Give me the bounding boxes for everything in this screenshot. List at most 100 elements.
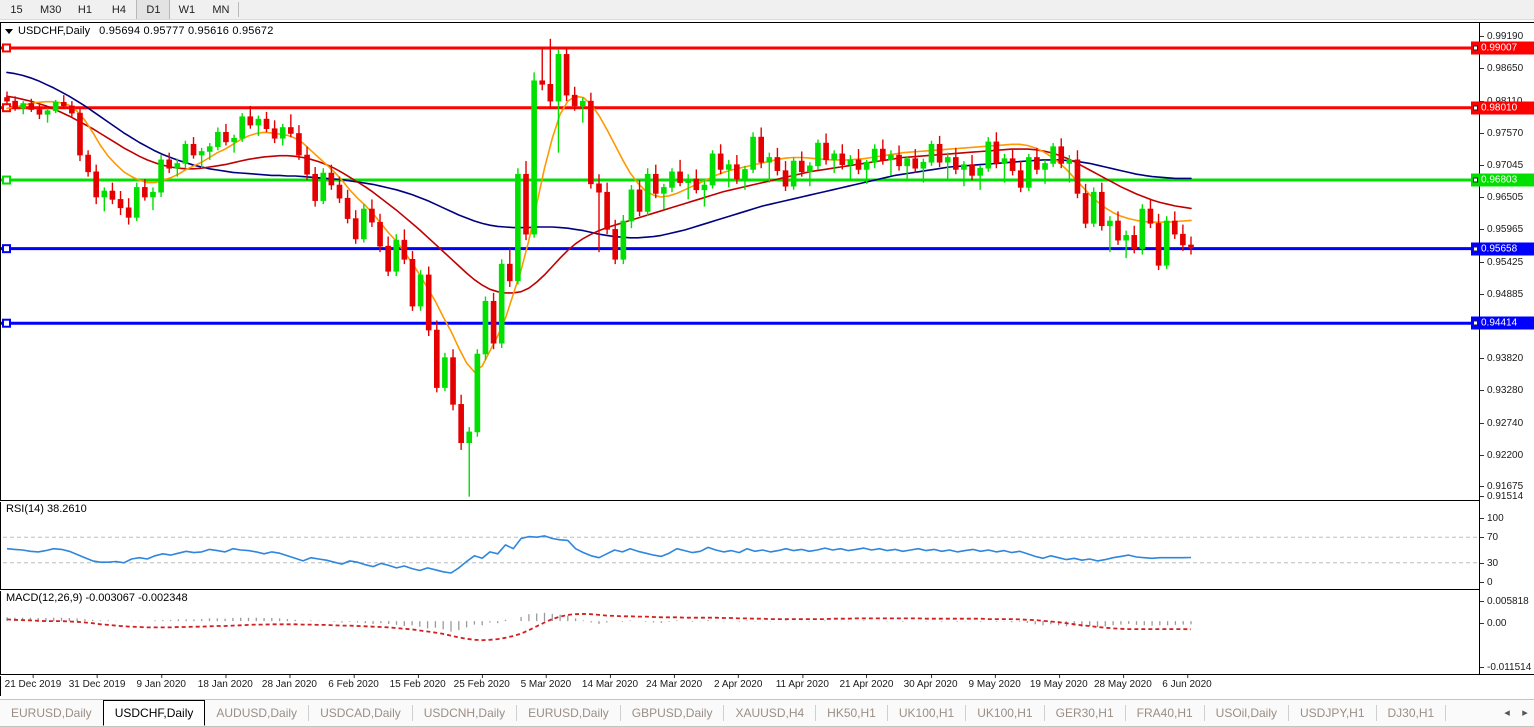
level-value-text: 0.96803: [1481, 174, 1518, 186]
timeframe-button-w1[interactable]: W1: [178, 3, 196, 16]
price-scale-axis[interactable]: 0.991900.986500.981100.975700.970450.965…: [1471, 22, 1534, 675]
symbol-tab-eurusd-daily[interactable]: EURUSD,Daily: [528, 706, 609, 720]
symbol-tab-audusd-daily[interactable]: AUDUSD,Daily: [216, 706, 298, 720]
date-tick-label: 28 May 2020: [1093, 675, 1152, 690]
tab-separator: [1445, 705, 1447, 721]
date-tick-label: 18 Jan 2020: [197, 675, 253, 690]
date-tick-label: 11 Apr 2020: [775, 675, 829, 690]
level-drag-handle[interactable]: [1473, 246, 1478, 252]
symbol-tab-usdjpy-h1[interactable]: USDJPY,H1: [1300, 706, 1365, 720]
symbol-tab-dj30-h1[interactable]: DJ30,H1: [1387, 706, 1435, 720]
price-tick-label: 0.95965: [1480, 225, 1523, 235]
date-tick-label: 30 Apr 2020: [903, 675, 958, 690]
level-value-text: 0.99007: [1481, 42, 1518, 54]
tab-separator: [411, 705, 413, 721]
date-tick-label: 6 Jun 2020: [1162, 675, 1212, 690]
level-drag-handle[interactable]: [1473, 320, 1478, 326]
price-tick-label: 0.92740: [1480, 418, 1523, 429]
symbol-tab-hk50-h1[interactable]: HK50,H1: [827, 706, 876, 720]
level-drag-handle[interactable]: [1473, 177, 1478, 183]
rsi-tick-label: 0: [1480, 578, 1493, 588]
rsi-label: RSI(14) 38.2610: [6, 503, 87, 515]
macd-label: MACD(12,26,9) -0.003067 -0.002348: [6, 592, 188, 604]
timeframe-button-d1[interactable]: D1: [136, 0, 171, 19]
rsi-indicator-pane[interactable]: RSI(14) 38.2610: [0, 502, 1479, 590]
tab-separator: [1375, 705, 1377, 721]
tab-separator: [1288, 705, 1290, 721]
macd-tick-label: 0.00: [1480, 619, 1506, 629]
tab-separator: [1124, 705, 1126, 721]
price-chart-pane[interactable]: USDCHF,Daily 0.95694 0.95777 0.95616 0.9…: [0, 22, 1479, 501]
date-tick-label: 14 Mar 2020: [581, 675, 639, 690]
price-tick-label: 0.91514: [1480, 492, 1523, 502]
date-tick-label: 6 Feb 2020: [328, 675, 379, 690]
price-level-badge[interactable]: 0.94414: [1471, 316, 1534, 330]
chart-symbol-header: USDCHF,Daily 0.95694 0.95777 0.95616 0.9…: [5, 25, 274, 37]
symbol-tab-bar: EURUSD,Daily USDCHF,Daily AUDUSD,Daily USDC…: [0, 699, 1534, 727]
price-level-badge[interactable]: 0.99007: [1471, 41, 1534, 55]
level-value-text: 0.98010: [1481, 102, 1518, 114]
tab-separator: [1203, 705, 1205, 721]
date-tick-label: 21 Apr 2020: [839, 675, 894, 690]
symbol-tab-uk100-h1[interactable]: UK100,H1: [977, 706, 1033, 720]
tab-separator: [723, 705, 725, 721]
timeframe-button-h1[interactable]: H1: [77, 3, 92, 16]
symbol-tab-ger30-h1[interactable]: GER30,H1: [1055, 706, 1114, 720]
price-tick-label: 0.95425: [1480, 257, 1523, 268]
date-tick-label: 9 May 2020: [968, 675, 1021, 690]
price-tick-label: 0.99190: [1480, 32, 1523, 42]
time-scale-axis[interactable]: 21 Dec 2019 31 Dec 2019 9 Jan 2020 18 Jan 2…: [0, 675, 1479, 696]
tab-scroll-right-icon[interactable]: ▸: [1522, 707, 1528, 719]
level-drag-handle[interactable]: [1473, 105, 1478, 111]
timeframe-button-h4[interactable]: H4: [111, 3, 126, 16]
chevron-down-icon[interactable]: [5, 28, 13, 34]
timeframe-toolbar: 15 M30 H1 H4 D1 W1 MN: [0, 0, 1534, 20]
rsi-tick-label: 70: [1480, 533, 1498, 543]
price-tick-label: 0.93280: [1480, 386, 1523, 396]
level-value-text: 0.95658: [1481, 243, 1518, 255]
symbol-tab-gbpusd-daily[interactable]: GBPUSD,Daily: [631, 706, 713, 720]
tab-separator: [886, 705, 888, 721]
price-tick-label: 0.91675: [1480, 482, 1523, 492]
symbol-tab-usdcnh-daily[interactable]: USDCNH,Daily: [423, 706, 506, 720]
symbol-tab-fra40-h1[interactable]: FRA40,H1: [1136, 706, 1193, 720]
level-value-text: 0.94414: [1481, 317, 1518, 329]
date-tick-label: 28 Jan 2020: [261, 675, 317, 690]
rsi-tick-label: 30: [1480, 558, 1498, 569]
symbol-tab-xauusd-h4[interactable]: XAUUSD,H4: [735, 706, 805, 720]
symbol-tab-usdcad-daily[interactable]: USDCAD,Daily: [320, 706, 401, 720]
timeframe-button-mn[interactable]: MN: [212, 3, 230, 16]
tab-scroll-left-icon[interactable]: ◂: [1504, 707, 1510, 719]
tab-separator: [815, 705, 817, 721]
price-level-badge[interactable]: 0.98010: [1471, 101, 1534, 115]
price-tick-label: 0.94885: [1480, 289, 1523, 300]
symbol-tab-uk100-h1[interactable]: UK100,H1: [898, 706, 955, 720]
level-drag-handle[interactable]: [1473, 45, 1478, 51]
timeframe-button-m30[interactable]: M30: [40, 3, 62, 16]
tab-separator: [1043, 705, 1045, 721]
price-tick-label: 0.92200: [1480, 450, 1523, 461]
price-candlestick-svg: [1, 38, 1479, 497]
date-tick-label: 2 Apr 2020: [714, 675, 763, 690]
date-tick-label: 19 May 2020: [1029, 675, 1088, 690]
price-tick-label: 0.93820: [1480, 353, 1523, 364]
date-tick-label: 31 Dec 2019: [68, 675, 126, 690]
price-tick-label: 0.96505: [1480, 192, 1523, 203]
price-level-badge[interactable]: 0.95658: [1471, 242, 1534, 256]
rsi-tick-label: 100: [1480, 514, 1504, 524]
price-level-badge[interactable]: 0.96803: [1471, 173, 1534, 187]
symbol-tab-usdchf-daily[interactable]: USDCHF,Daily: [102, 700, 206, 726]
date-tick-label: 24 Mar 2020: [646, 675, 703, 690]
date-tick-label: 25 Feb 2020: [453, 675, 510, 690]
symbol-tab-usoil-daily[interactable]: USOil,Daily: [1215, 706, 1278, 720]
tab-separator: [619, 705, 621, 721]
price-tick-label: 0.97570: [1480, 129, 1523, 139]
symbol-tab-eurusd-daily[interactable]: EURUSD,Daily: [11, 706, 92, 720]
tab-separator: [965, 705, 967, 721]
date-tick-label: 9 Jan 2020: [136, 675, 186, 690]
timeframe-button-15[interactable]: 15: [10, 3, 23, 16]
macd-indicator-pane[interactable]: MACD(12,26,9) -0.003067 -0.002348: [0, 591, 1479, 675]
date-tick-label: 15 Feb 2020: [389, 675, 446, 690]
macd-tick-label: 0.005818: [1480, 597, 1529, 607]
